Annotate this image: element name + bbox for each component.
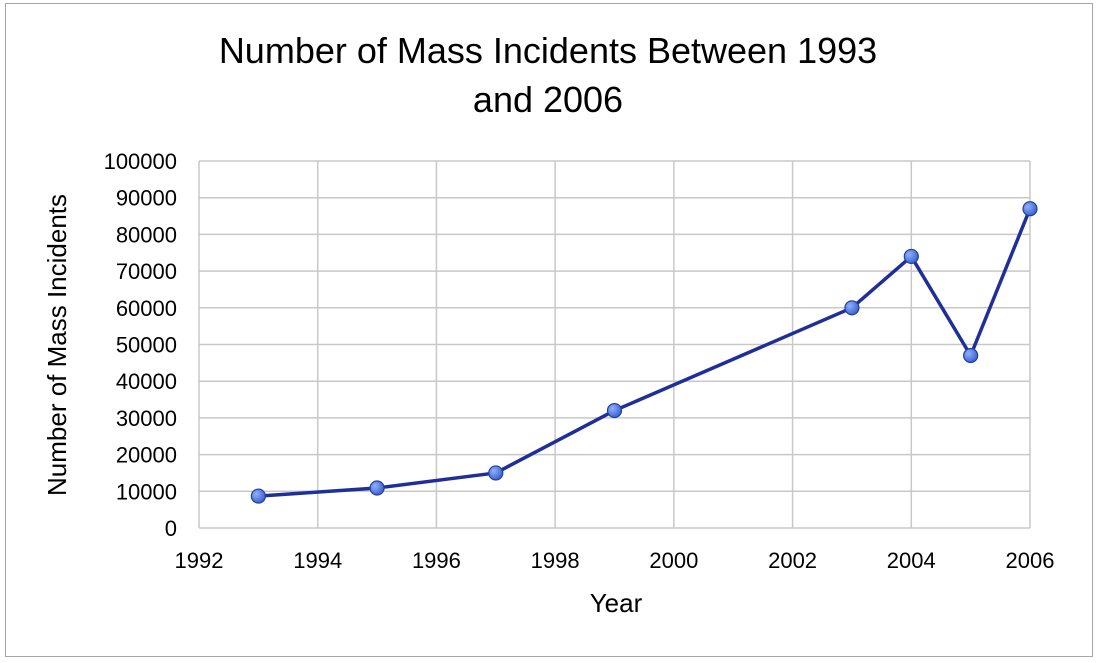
y-tick-label: 20000 (116, 443, 177, 468)
y-tick-labels: 0 10000 20000 30000 40000 50000 60000 70000 8000… (104, 149, 177, 541)
y-tick-label: 30000 (116, 406, 177, 431)
x-tick-labels: 1992 1994 1996 1998 2000 2002 2004 2006 (175, 548, 1055, 573)
gridlines (198, 160, 1031, 529)
y-tick-label: 70000 (116, 259, 177, 284)
x-tick-label: 2002 (768, 548, 817, 573)
data-point-marker (903, 248, 919, 265)
y-axis-label: Number of Mass Incidents (42, 194, 72, 496)
chart-title-line-1: Number of Mass Incidents Between 1993 (219, 30, 877, 71)
data-point-marker (1022, 201, 1038, 217)
data-point-marker (606, 402, 623, 419)
x-tick-label: 1992 (175, 548, 224, 573)
data-point-marker (250, 488, 266, 504)
x-tick-label: 2006 (1006, 548, 1055, 573)
x-tick-label: 1998 (531, 548, 580, 573)
chart-title-line-2: and 2006 (473, 79, 623, 120)
x-tick-label: 1994 (293, 548, 342, 573)
y-tick-label: 0 (165, 516, 177, 541)
data-point-marker (369, 480, 385, 496)
series-line (258, 208, 1032, 498)
y-tick-label: 10000 (116, 479, 177, 504)
x-tick-label: 1996 (412, 548, 461, 573)
y-tick-label: 40000 (116, 369, 177, 394)
y-tick-label: 60000 (116, 296, 177, 321)
x-axis-label: Year (590, 588, 643, 618)
x-tick-label: 2000 (649, 548, 698, 573)
x-tick-label: 2004 (887, 548, 936, 573)
y-tick-label: 50000 (116, 333, 177, 358)
y-tick-label: 90000 (116, 186, 177, 211)
series-layer (250, 201, 1038, 504)
data-point-marker (488, 465, 504, 481)
y-tick-label: 100000 (104, 149, 177, 174)
data-point-marker (844, 300, 860, 316)
data-point-marker (963, 347, 979, 364)
y-tick-label: 80000 (116, 222, 177, 247)
